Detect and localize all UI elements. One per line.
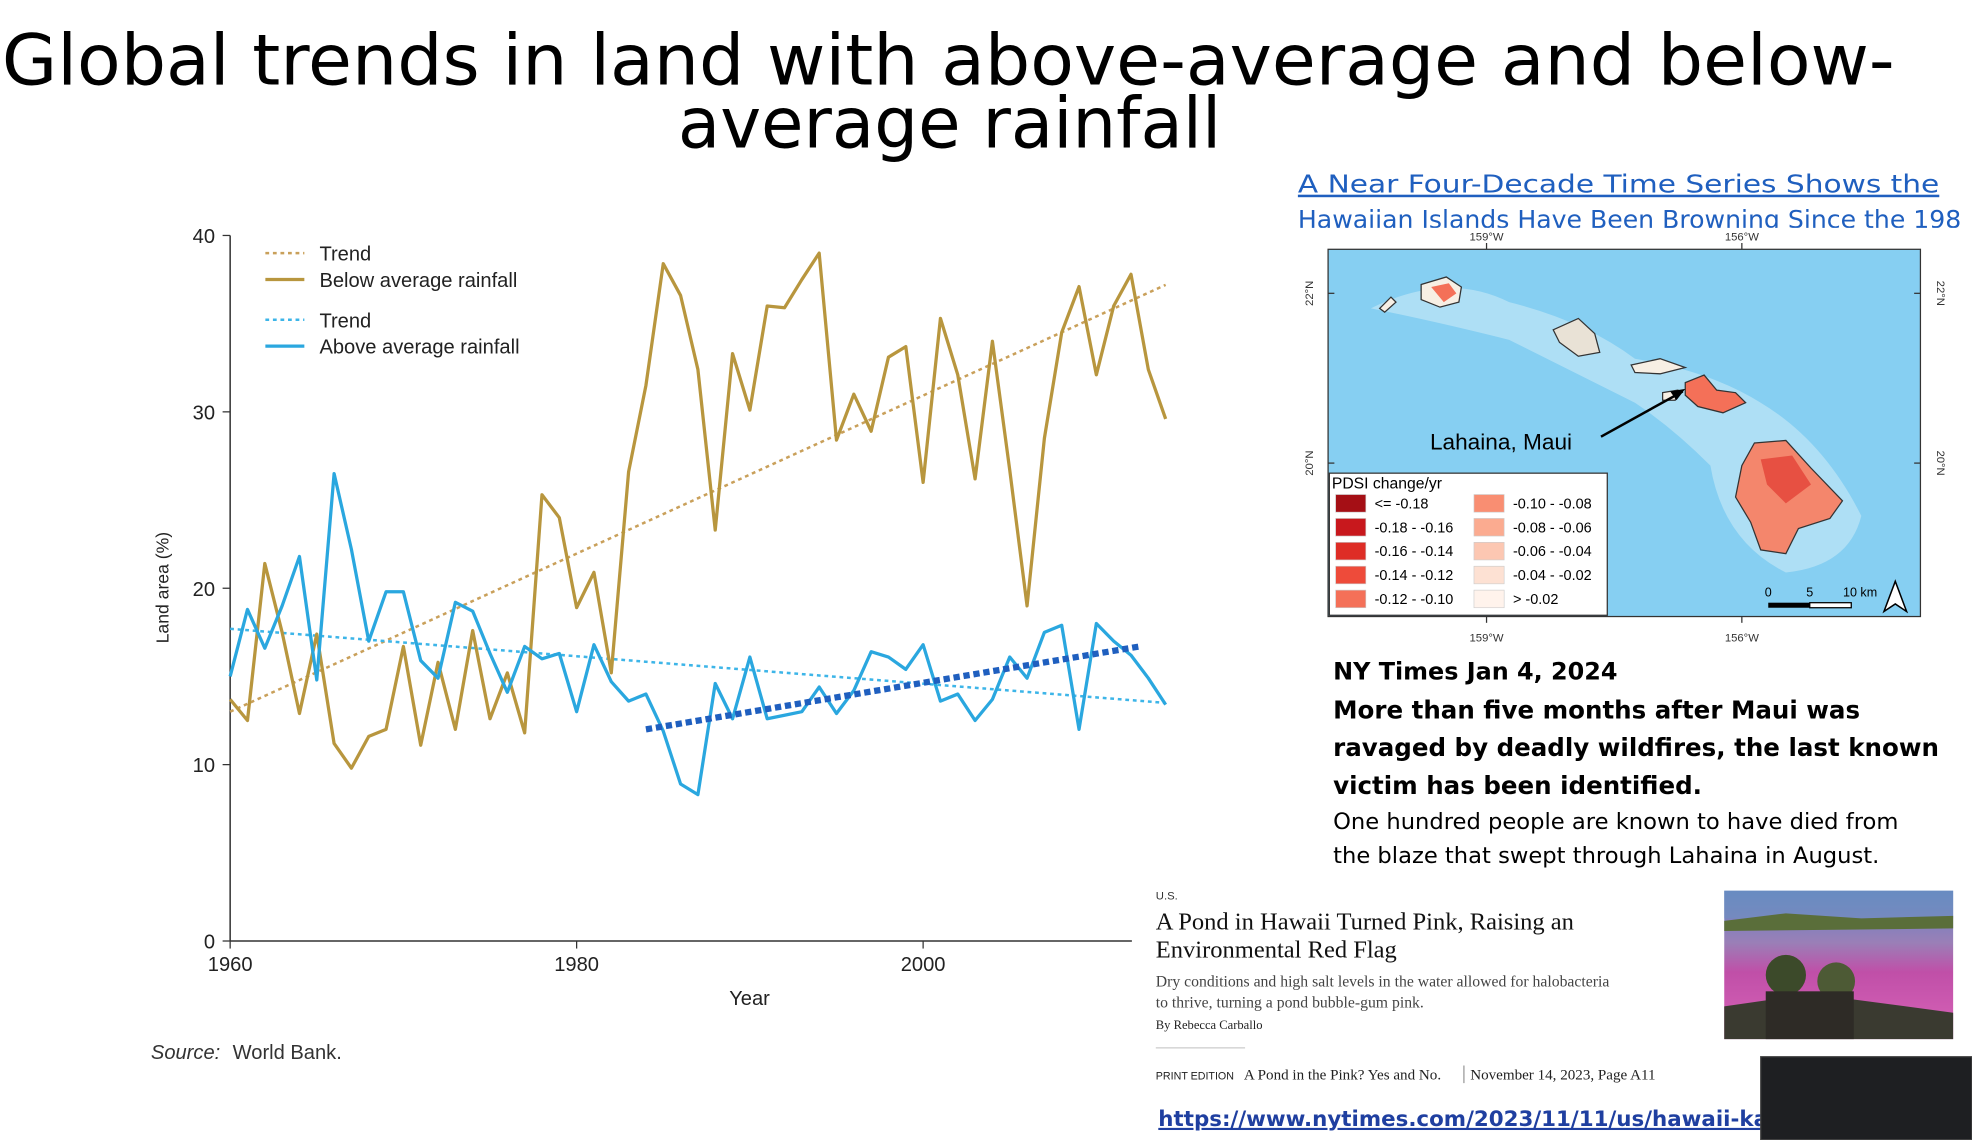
article-dek: Dry conditions and high salt levels in t…	[1156, 973, 1610, 990]
map-legend-label: > -0.02	[1513, 592, 1558, 608]
x-tick-label: 2000	[901, 954, 946, 976]
annotation-trend	[645, 643, 1141, 733]
map-link-title: A Near Four-Decade Time Series Shows the…	[1298, 170, 1972, 234]
map-legend-swatch	[1473, 494, 1505, 513]
photo-sky	[1724, 890, 1954, 919]
island	[1630, 358, 1688, 375]
article-photo	[1724, 890, 1954, 1040]
slide-title: Global trends in land with above-average…	[2, 20, 1895, 102]
photo-people	[1765, 991, 1854, 1040]
print-date: November 14, 2023, Page A11	[1470, 1067, 1655, 1083]
news-body: the blaze that swept through Lahaina in …	[1333, 843, 1879, 869]
callout-arrow	[1600, 390, 1684, 438]
y-tick-label: 40	[193, 226, 215, 248]
map-lat-label: 20°N	[1934, 450, 1946, 475]
legend-label: Trend	[319, 244, 371, 266]
map-callout: Lahaina, Maui	[1430, 429, 1572, 454]
chart: 0 10 20 30 40 1960 1980 2000 Year Land area (%) So…	[151, 226, 1168, 1064]
island-drought	[1760, 455, 1812, 504]
legend-label: Trend	[319, 310, 371, 332]
y-tick-label: 20	[193, 579, 215, 601]
photo-hills	[1724, 913, 1954, 931]
scale-bar	[1768, 602, 1810, 608]
island-drought	[1431, 283, 1457, 303]
article-section: U.S.	[1156, 891, 1178, 903]
print-title: A Pond in the Pink? Yes and No.	[1244, 1067, 1441, 1083]
print-label: PRINT EDITION	[1156, 1070, 1234, 1082]
map-legend-label: -0.04 - -0.02	[1513, 568, 1592, 584]
map-lon-label: 156°W	[1725, 231, 1759, 243]
slide-title: average rainfall	[678, 82, 1221, 164]
map-legend-label: -0.08 - -0.06	[1513, 520, 1592, 536]
map-legend-swatch	[1335, 542, 1367, 561]
island	[1378, 296, 1397, 313]
y-tick-label: 10	[193, 755, 215, 777]
series-line	[228, 471, 1168, 797]
y-axis-label: Land area (%)	[153, 532, 173, 644]
series-line	[228, 251, 1168, 770]
map-lat-label: 22°N	[1304, 281, 1316, 306]
map-lat-label: 22°N	[1934, 281, 1946, 306]
map-legend-swatch	[1473, 518, 1505, 537]
map-lat-label: 20°N	[1304, 450, 1316, 475]
map-legend-swatch	[1335, 589, 1367, 609]
article-byline: By Rebecca Carballo	[1156, 1018, 1263, 1032]
photo-person	[1817, 962, 1856, 1001]
x-tick-label: 1960	[208, 954, 253, 976]
map-lon-label: 159°W	[1470, 231, 1504, 243]
map-scale-label: 10 km	[1843, 585, 1877, 599]
news-source: NY Times Jan 4, 2024	[1333, 657, 1617, 685]
map-legend-swatch	[1335, 518, 1367, 537]
map-legend-label: -0.12 - -0.10	[1375, 592, 1454, 608]
map-scale-label: 5	[1806, 585, 1813, 599]
map-lon-label: 156°W	[1725, 633, 1759, 645]
map-legend-label: -0.14 - -0.12	[1375, 568, 1454, 584]
article-dek: to thrive, turning a pond bubble-gum pin…	[1156, 995, 1424, 1012]
callout-arrowhead	[1670, 388, 1686, 401]
article-link: https://www.nytimes.com/2023/11/11/us/ha…	[1158, 1107, 1797, 1132]
map-legend-label: -0.16 - -0.14	[1375, 544, 1454, 560]
north-arrow	[1882, 579, 1909, 614]
trend-line	[229, 283, 1167, 713]
map: 159°W 159°W 156°W 156°W 22°N 22°N 20°N 20°N Laha…	[1304, 231, 1946, 644]
map-legend-label: -0.06 - -0.04	[1513, 544, 1592, 560]
y-tick-label: 30	[193, 402, 215, 424]
map-legend-label: -0.10 - -0.08	[1513, 496, 1592, 512]
map-legend-swatch	[1473, 542, 1505, 561]
photo-person	[1765, 954, 1806, 996]
island	[1552, 317, 1601, 357]
map-legend-swatch	[1473, 589, 1505, 609]
legend-label: Below average rainfall	[319, 270, 517, 292]
map-lon-label: 159°W	[1470, 633, 1504, 645]
y-tick-label: 0	[204, 932, 215, 954]
trend-line	[230, 627, 1166, 705]
article-headline: A Pond in Hawaii Turned Pink, Raising an	[1156, 909, 1574, 936]
map-legend-title: PDSI change/yr	[1332, 475, 1442, 492]
news-headline: victim has been identified.	[1333, 771, 1702, 800]
map-legend-swatch	[1335, 565, 1367, 585]
map-scale-label: 0	[1765, 585, 1772, 599]
article-headline: Environmental Red Flag	[1156, 936, 1397, 963]
map-legend-swatch	[1473, 565, 1505, 585]
x-axis-label: Year	[729, 988, 770, 1010]
source-label: Source:	[151, 1042, 220, 1064]
video-overlay	[1760, 1056, 1972, 1140]
source-text: World Bank.	[233, 1042, 342, 1064]
map-legend-swatch	[1335, 494, 1367, 513]
island	[1684, 374, 1747, 414]
map-legend-label: <= -0.18	[1375, 496, 1429, 512]
map-legend-label: -0.18 - -0.16	[1375, 520, 1454, 536]
news-headline: ravaged by deadly wildfires, the last kn…	[1333, 733, 1939, 762]
legend-label: Above average rainfall	[319, 337, 519, 359]
news-headline: More than five months after Maui was	[1333, 695, 1860, 724]
scale-bar	[1809, 602, 1852, 609]
map-legend	[1328, 472, 1608, 616]
news-body: One hundred people are known to have die…	[1333, 809, 1898, 835]
x-tick-label: 1980	[554, 954, 599, 976]
